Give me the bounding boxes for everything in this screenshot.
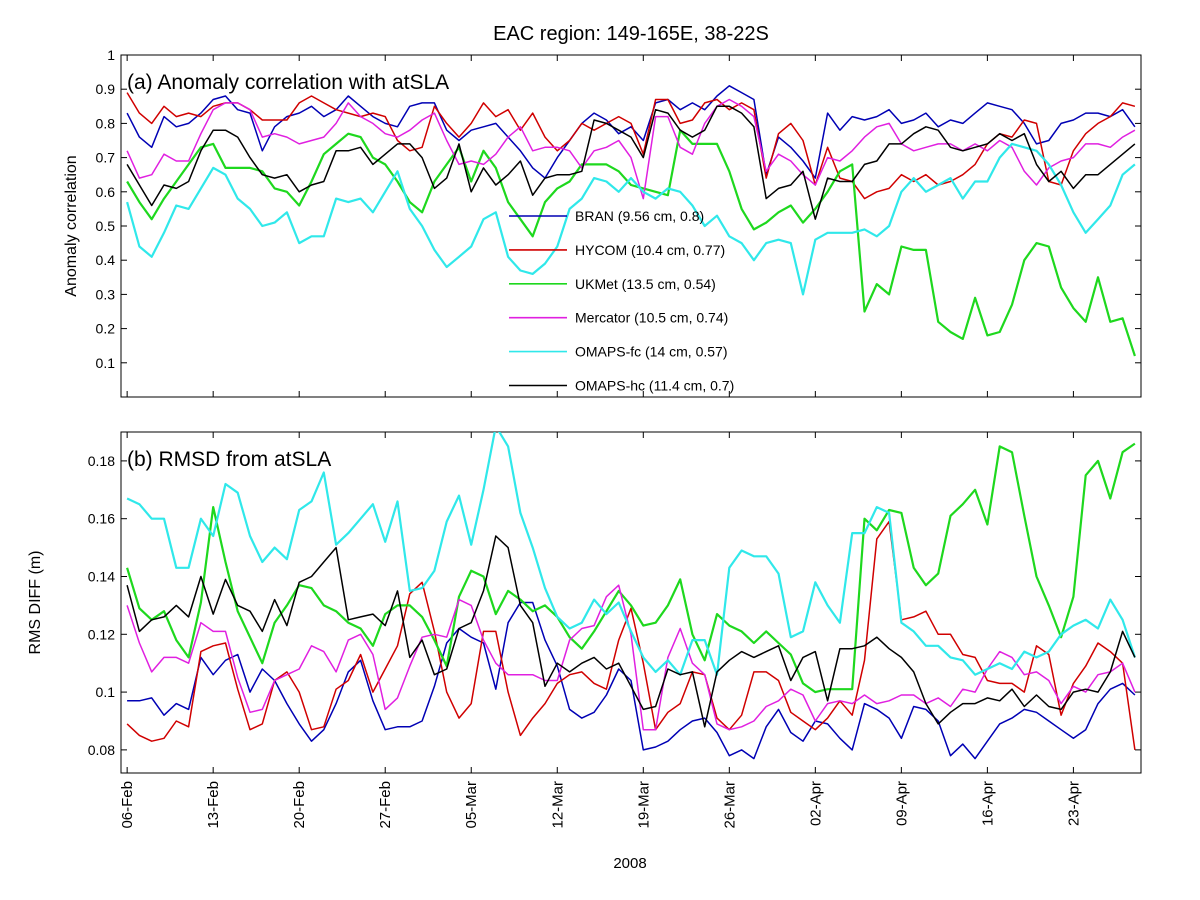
series-line-ukmet: [126, 129, 1136, 357]
shared-x-axis: 06-Feb 13-Feb 20-Feb 27-Feb 05-Mar 12-Mar 19-M…: [119, 781, 1082, 829]
y-tick-label: 0.9: [96, 81, 116, 97]
series-line-hycom: [126, 92, 1136, 200]
panel-a-anomaly-correlation: 0.1 0.2 0.3 0.4 0.5 0.6 0.7 0.8 0.9 1 Anomaly corr…: [63, 47, 1142, 398]
y-tick-label: 0.4: [96, 252, 116, 268]
x-tick-label: 19-Mar: [635, 781, 652, 829]
y-tick-label: 0.2: [96, 321, 116, 337]
y-tick-label: 0.16: [88, 511, 115, 527]
y-tick-label: 0.6: [96, 184, 116, 200]
series-line-omaps-fc: [126, 142, 1136, 296]
x-tick-label: 26-Mar: [721, 781, 738, 829]
y-tick-label: 0.7: [96, 150, 116, 166]
x-tick-label: 16-Apr: [979, 781, 996, 826]
x-tick-label: 27-Feb: [377, 781, 394, 829]
legend-label: BRAN (9.56 cm, 0.8): [575, 208, 704, 224]
legend: BRAN (9.56 cm, 0.8) HYCOM (10.4 cm, 0.77)…: [509, 208, 734, 394]
x-tick-label: 09-Apr: [893, 781, 910, 826]
x-axis-label: 2008: [613, 855, 646, 872]
series-line-mercator: [126, 98, 1136, 200]
x-tick-label: 23-Apr: [1065, 781, 1082, 826]
panel-b-rmsd: 0.08 0.1 0.12 0.14 0.16 0.18 RMS DIFF (m) (b) R…: [27, 431, 1142, 774]
x-tick-label: 06-Feb: [119, 781, 136, 829]
axes-box-b: [120, 431, 1142, 774]
legend-label: HYCOM (10.4 cm, 0.77): [575, 242, 725, 258]
panel-label-b: (b) RMSD from atSLA: [127, 448, 331, 471]
series-line-mercator: [126, 584, 1136, 731]
x-tick-label: 12-Mar: [549, 781, 566, 829]
legend-label: OMAPS-hc (11.4 cm, 0.7): [575, 378, 734, 394]
y-axis-label: RMS DIFF (m): [27, 551, 44, 655]
y-tick-label: 0.1: [96, 684, 116, 700]
legend-label: Mercator (10.5 cm, 0.74): [575, 310, 728, 326]
y-tick-label: 0.1: [96, 355, 116, 371]
panel-label-a: (a) Anomaly correlation with atSLA: [127, 71, 449, 94]
series-line-hycom: [126, 520, 1136, 751]
legend-label: OMAPS-fc (14 cm, 0.57): [575, 344, 727, 360]
y-tick-label: 0.14: [88, 568, 115, 584]
series-line-omaps-hc: [126, 535, 1136, 728]
x-tick-label: 13-Feb: [205, 781, 222, 829]
series-line-omaps-fc: [126, 432, 1136, 676]
x-tick-label: 20-Feb: [291, 781, 308, 829]
y-tick-label: 0.08: [88, 742, 115, 758]
y-tick-label: 0.5: [96, 218, 116, 234]
series-line-ukmet: [126, 442, 1136, 694]
x-tick-label: 02-Apr: [807, 781, 824, 826]
y-tick-label: 0.8: [96, 115, 116, 131]
legend-label: UKMet (13.5 cm, 0.54): [575, 276, 716, 292]
y-tick-label: 0.3: [96, 286, 116, 302]
figure-title: EAC region: 149-165E, 38-22S: [493, 23, 769, 45]
series-line-bran: [127, 601, 1136, 760]
x-tick-label: 05-Mar: [463, 781, 480, 829]
y-axis-label: Anomaly correlation: [63, 155, 80, 296]
y-tick-label: 1: [107, 47, 115, 63]
y-tick-label: 0.12: [88, 626, 115, 642]
series-line-omaps-hc: [126, 105, 1136, 220]
series-line-bran: [126, 85, 1136, 179]
y-tick-label: 0.18: [88, 453, 115, 469]
